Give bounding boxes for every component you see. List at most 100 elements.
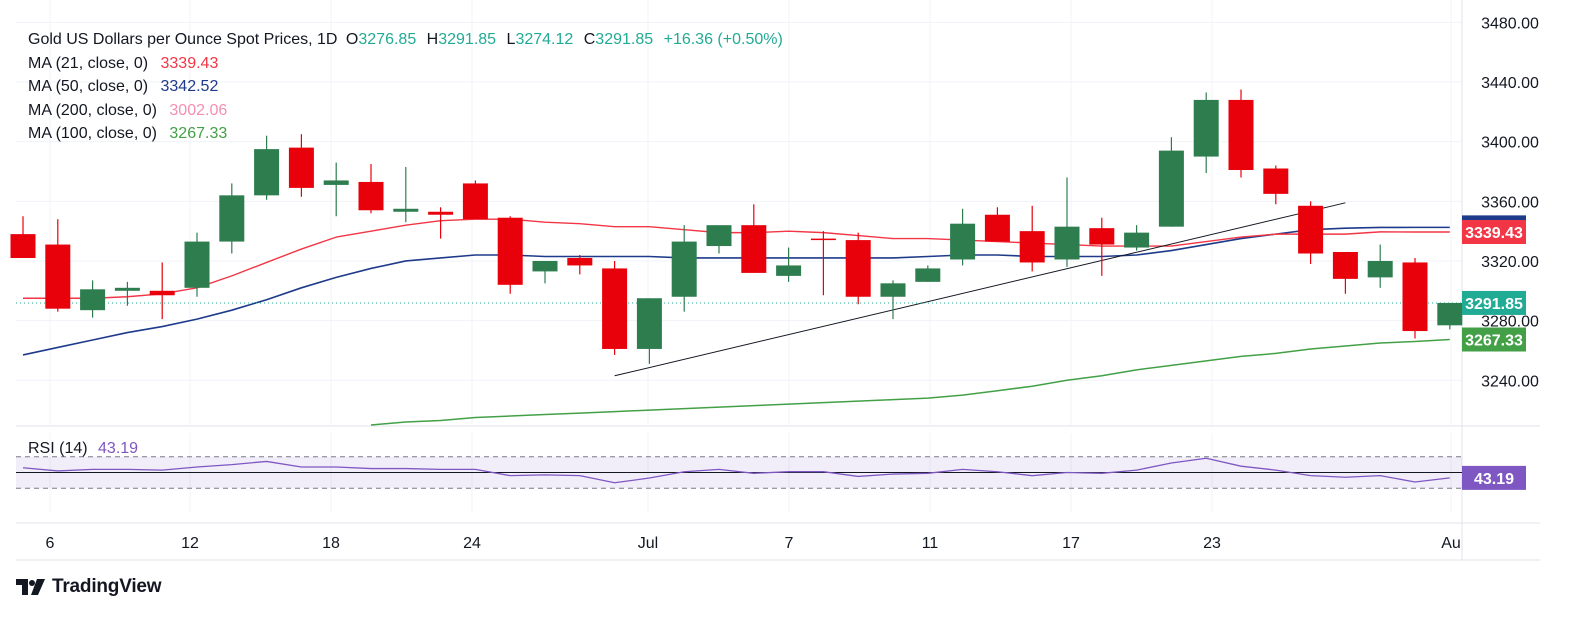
candle-up <box>323 180 349 185</box>
tradingview-logo-icon <box>16 579 45 595</box>
candle-down <box>1019 231 1045 263</box>
low-value: 3274.12 <box>515 31 574 48</box>
candle-up <box>706 225 732 247</box>
x-tick-label: 11 <box>922 535 939 552</box>
open-label: O <box>345 31 359 48</box>
candle-down <box>1089 228 1115 245</box>
rsi-label: RSI (14) <box>28 440 88 457</box>
chart-legend: Gold US Dollars per Ounce Spot Prices, 1… <box>28 28 783 146</box>
ma21-label: MA (21, close, 0) <box>28 54 149 72</box>
candle-up <box>254 149 280 196</box>
candle-down <box>149 290 175 296</box>
candle-down <box>1402 262 1428 332</box>
y-tick-label: 3240.00 <box>1481 373 1539 390</box>
candle-up <box>184 241 210 288</box>
candle-down <box>288 147 314 188</box>
ma100-value: 3267.33 <box>169 125 228 142</box>
x-tick-label: 17 <box>1062 535 1080 552</box>
y-tick-label: 3440.00 <box>1481 75 1539 92</box>
candle-down <box>1263 168 1289 194</box>
candle-up <box>1124 232 1150 248</box>
x-tick-label: 18 <box>322 535 340 552</box>
ma100-line <box>370 338 1450 426</box>
trendline <box>614 202 1346 377</box>
x-tick-label: 23 <box>1203 535 1221 552</box>
rsi-badge <box>1462 465 1526 490</box>
ma200-legend[interactable]: MA (200, close, 0) 3002.06 <box>28 99 783 123</box>
x-tick-label: 7 <box>785 535 794 552</box>
candle-up <box>915 268 941 282</box>
high-label: H <box>426 31 439 48</box>
candle-down <box>462 183 488 220</box>
ma200-label: MA (200, close, 0) <box>28 101 157 119</box>
candle-up <box>636 298 662 349</box>
candle-down <box>358 181 384 211</box>
candle-up <box>219 195 245 242</box>
candle-down <box>1298 205 1324 254</box>
price-badge-text: 3291.85 <box>1465 296 1523 313</box>
symbol-ohlc-row: Gold US Dollars per Ounce Spot Prices, 1… <box>28 28 783 52</box>
ma21-line <box>23 218 1450 299</box>
candle-down <box>984 214 1010 242</box>
candle-up <box>1367 260 1393 278</box>
price-badge <box>1462 219 1526 244</box>
ma50-label: MA (50, close, 0) <box>28 78 149 95</box>
price-badge-text: 3267.33 <box>1465 333 1523 350</box>
candle-down <box>497 217 523 285</box>
open-value: 3276.85 <box>358 31 417 48</box>
low-label: L <box>506 31 516 48</box>
candle-up <box>114 287 140 291</box>
candle-up <box>880 283 906 297</box>
candle-down <box>1332 252 1358 279</box>
high-value: 3291.85 <box>438 31 497 48</box>
tradingview-wordmark: TradingView <box>52 576 162 597</box>
rsi-line <box>22 457 1450 484</box>
symbol-title[interactable]: Gold US Dollars per Ounce Spot Prices, 1… <box>28 31 338 48</box>
y-tick-label: 3320.00 <box>1481 254 1539 271</box>
candle-up <box>1054 226 1080 260</box>
x-tick-label: 6 <box>46 535 55 552</box>
close-label: C <box>583 31 596 48</box>
candle-down <box>845 240 871 297</box>
close-value: 3291.85 <box>595 31 654 48</box>
candle-down <box>810 238 836 241</box>
x-tick-label: Au <box>1441 535 1461 552</box>
candle-up <box>532 260 558 272</box>
candle-down <box>10 234 36 258</box>
y-tick-label: 3280.00 <box>1481 314 1539 331</box>
candle-down <box>428 211 454 215</box>
ma100-label: MA (100, close, 0) <box>28 125 157 142</box>
candle-up <box>671 241 697 297</box>
tradingview-branding[interactable]: TradingView <box>16 576 162 598</box>
ma200-value: 3002.06 <box>169 101 228 119</box>
y-tick-label: 3360.00 <box>1481 194 1539 211</box>
ma21-value: 3339.43 <box>160 54 219 72</box>
candle-up <box>80 289 106 311</box>
change-value: +16.36 (+0.50%) <box>663 31 783 48</box>
candle-down <box>45 244 71 309</box>
y-tick-label: 3480.00 <box>1481 15 1539 32</box>
candle-up <box>1437 302 1463 326</box>
y-tick-label: 3400.00 <box>1481 135 1539 152</box>
x-tick-label: Jul <box>638 535 658 552</box>
ma50-line <box>22 226 1450 356</box>
price-badge-text: 3339.43 <box>1465 225 1523 242</box>
x-tick-label: 24 <box>463 535 481 552</box>
ma50-legend[interactable]: MA (50, close, 0) 3342.52 <box>28 75 783 99</box>
candle-up <box>393 208 419 212</box>
candle-down <box>567 257 593 266</box>
rsi-legend[interactable]: RSI (14) 43.19 <box>28 440 138 458</box>
ma50-value: 3342.52 <box>160 78 219 95</box>
price-badge <box>1462 290 1526 315</box>
candle-up <box>950 223 976 260</box>
ma21-legend[interactable]: MA (21, close, 0) 3339.43 <box>28 52 783 76</box>
candle-down <box>741 225 767 273</box>
candle-down <box>1228 99 1254 170</box>
candle-up <box>776 265 802 276</box>
x-tick-label: 12 <box>181 535 199 552</box>
candle-up <box>1193 99 1219 157</box>
rsi-value: 43.19 <box>98 440 139 457</box>
ma100-legend[interactable]: MA (100, close, 0) 3267.33 <box>28 122 783 146</box>
candle-up <box>1158 150 1184 227</box>
